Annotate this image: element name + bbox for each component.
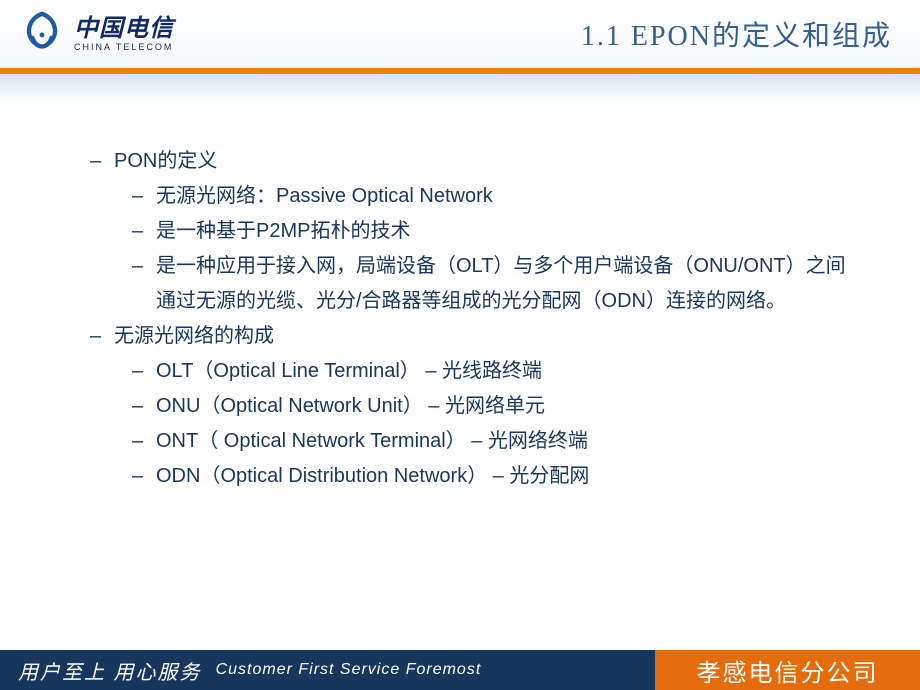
footer-branch: 孝感电信分公司 bbox=[655, 650, 920, 690]
section2-item: ONT（ Optical Network Terminal） – 光网络终端 bbox=[156, 430, 588, 452]
logo-text: 中国电信 CHINA TELECOM bbox=[74, 17, 174, 52]
bullet-lvl2: –ONT（ Optical Network Terminal） – 光网络终端 bbox=[60, 424, 860, 459]
footer-left: 用户至上 用心服务 Customer First Service Foremos… bbox=[0, 650, 655, 690]
bullet-lvl2: –是一种基于P2MP拓朴的技术 bbox=[60, 214, 860, 249]
section2-title: 无源光网络的构成 bbox=[114, 325, 274, 347]
section1-item: 无源光网络：Passive Optical Network bbox=[156, 185, 493, 207]
footer-slogan-en: Customer First Service Foremost bbox=[216, 661, 482, 679]
slide-content: –PON的定义 –无源光网络：Passive Optical Network –… bbox=[0, 104, 920, 494]
footer-slogan-cn: 用户至上 用心服务 bbox=[18, 656, 202, 685]
section2-item: OLT（Optical Line Terminal） – 光线路终端 bbox=[156, 360, 542, 382]
header-gradient-strip bbox=[0, 74, 920, 104]
bullet-lvl2: –ODN（Optical Distribution Network） – 光分配… bbox=[60, 459, 860, 494]
section1-item: 是一种基于P2MP拓朴的技术 bbox=[156, 220, 410, 242]
bullet-lvl2: –ONU（Optical Network Unit） – 光网络单元 bbox=[60, 389, 860, 424]
slide-header: 中国电信 CHINA TELECOM 1.1 EPON的定义和组成 bbox=[0, 0, 920, 68]
bullet-lvl2: –OLT（Optical Line Terminal） – 光线路终端 bbox=[60, 354, 860, 389]
bullet-lvl2: –是一种应用于接入网，局端设备（OLT）与多个用户端设备（ONU/ONT）之间通… bbox=[60, 249, 860, 319]
logo-group: 中国电信 CHINA TELECOM bbox=[18, 10, 174, 58]
section1-item: 是一种应用于接入网，局端设备（OLT）与多个用户端设备（ONU/ONT）之间通过… bbox=[156, 249, 860, 319]
page-title: 1.1 EPON的定义和组成 bbox=[581, 14, 892, 54]
logo-text-cn: 中国电信 bbox=[74, 17, 174, 41]
bullet-lvl1: –无源光网络的构成 bbox=[60, 319, 860, 354]
slide-footer: 用户至上 用心服务 Customer First Service Foremos… bbox=[0, 650, 920, 690]
section1-title: PON的定义 bbox=[114, 150, 217, 172]
china-telecom-logo-icon bbox=[18, 10, 66, 58]
bullet-lvl1: –PON的定义 bbox=[60, 144, 860, 179]
section2-item: ODN（Optical Distribution Network） – 光分配网 bbox=[156, 465, 589, 487]
section2-item: ONU（Optical Network Unit） – 光网络单元 bbox=[156, 395, 545, 417]
logo-text-en: CHINA TELECOM bbox=[74, 43, 174, 52]
bullet-lvl2: –无源光网络：Passive Optical Network bbox=[60, 179, 860, 214]
